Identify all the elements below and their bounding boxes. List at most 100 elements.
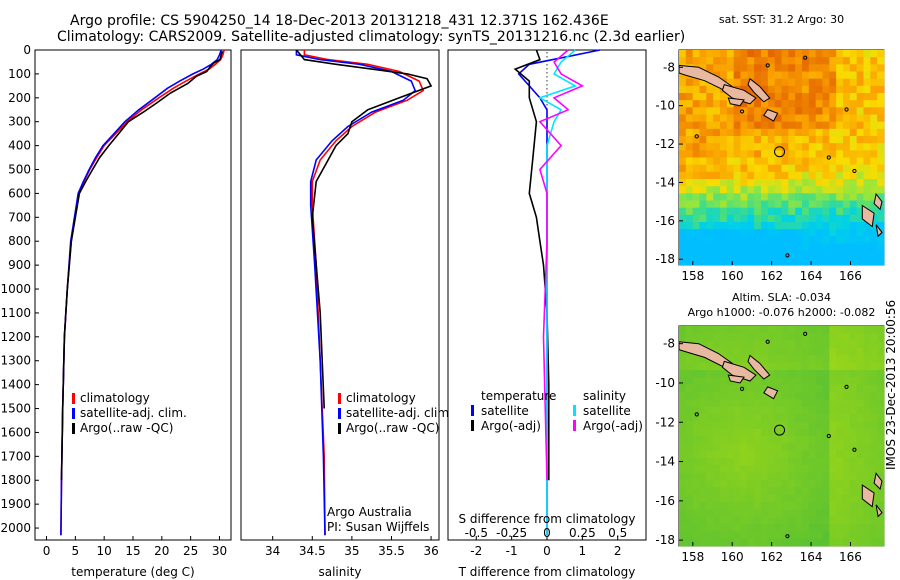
map-cell [808, 200, 817, 209]
map-cell [815, 392, 823, 400]
map-cell [808, 93, 817, 101]
map-cell [761, 143, 769, 151]
map-cell [720, 487, 728, 496]
map-cell [870, 50, 878, 58]
map-cell [802, 414, 810, 422]
map-cell [829, 414, 837, 422]
map-cell [836, 128, 844, 137]
map-cell [761, 222, 769, 230]
map-cell [679, 57, 687, 65]
map-cell [720, 229, 728, 237]
map-cell [808, 414, 817, 422]
map-cell [685, 128, 694, 137]
map-cell [720, 443, 728, 452]
map-cell [808, 406, 817, 415]
map-cell [754, 333, 762, 342]
map-cell [815, 436, 823, 444]
map-cell [713, 399, 721, 408]
map-cell [740, 114, 748, 123]
map-cell [829, 85, 837, 94]
map-cell [788, 355, 796, 364]
map-cell [685, 78, 694, 87]
map-cell [774, 164, 782, 173]
map-cell [754, 164, 762, 173]
map-cell [754, 143, 762, 151]
map-cell [870, 421, 878, 430]
map-cell [877, 443, 885, 452]
map-cell [802, 436, 810, 444]
map-cell [863, 472, 871, 481]
map-cell [788, 186, 796, 194]
map-cell [843, 487, 851, 496]
map-cell [692, 179, 700, 187]
map-cell [829, 121, 837, 130]
map-cell [720, 107, 728, 115]
map-cell [720, 458, 728, 466]
map-cell [843, 236, 851, 244]
map-cell [761, 465, 769, 474]
map-cell [795, 50, 803, 58]
map-cell [774, 494, 782, 503]
map-cell [713, 179, 721, 187]
map-cell [774, 128, 782, 137]
map-cell [808, 71, 817, 80]
map-cell [685, 480, 694, 488]
map-cell [843, 414, 851, 422]
map-cell [747, 443, 755, 452]
map-cell [679, 370, 687, 378]
map-cell [836, 193, 844, 201]
y-tick-label: 1500 [0, 402, 31, 416]
map-cell [754, 414, 762, 422]
map-cell [788, 171, 796, 180]
map-cell [788, 114, 796, 123]
x-tick-label: 34 [265, 544, 280, 558]
map-cell [863, 392, 871, 400]
map-cell [781, 355, 789, 364]
map-cell [767, 362, 776, 371]
map-cell [870, 186, 878, 194]
x-tick-label: 0 [43, 544, 51, 558]
map-cell [843, 57, 851, 65]
map-cell [829, 107, 837, 115]
map-cell [761, 136, 769, 144]
map-cell [795, 200, 803, 209]
map-cell [685, 222, 694, 230]
map-cell [808, 222, 817, 230]
map-cell [713, 487, 721, 496]
map-cell [747, 436, 755, 444]
map-cell [720, 509, 728, 518]
map-cell [829, 114, 837, 123]
map-cell [720, 516, 728, 525]
map-cell [877, 326, 885, 334]
map-cell [761, 114, 769, 123]
map-cell [856, 64, 864, 72]
map-cell [754, 50, 762, 58]
map-cell [720, 214, 728, 223]
map-cell [692, 436, 700, 444]
map-cell [795, 157, 803, 166]
map-cell [761, 186, 769, 194]
map-cell [808, 64, 817, 72]
map-cell [802, 257, 810, 266]
map-cell [781, 472, 789, 481]
map-cell [733, 531, 741, 540]
map-cell [774, 524, 782, 532]
map-cell [802, 164, 810, 173]
map-cell [733, 179, 741, 187]
map-cell [767, 465, 776, 474]
map-cell [699, 487, 707, 496]
map-cell [774, 384, 782, 393]
map-cell [706, 340, 714, 349]
map-cell [692, 392, 700, 400]
map-cell [815, 472, 823, 481]
map-cell [849, 333, 858, 342]
map-cell [720, 333, 728, 342]
map-cell [679, 164, 687, 173]
map-cell [781, 487, 789, 496]
map-cell [849, 421, 858, 430]
map-cell [856, 222, 864, 230]
map-cell [720, 186, 728, 194]
map-cell [822, 57, 830, 65]
map-cell [713, 392, 721, 400]
map-cell [836, 64, 844, 72]
